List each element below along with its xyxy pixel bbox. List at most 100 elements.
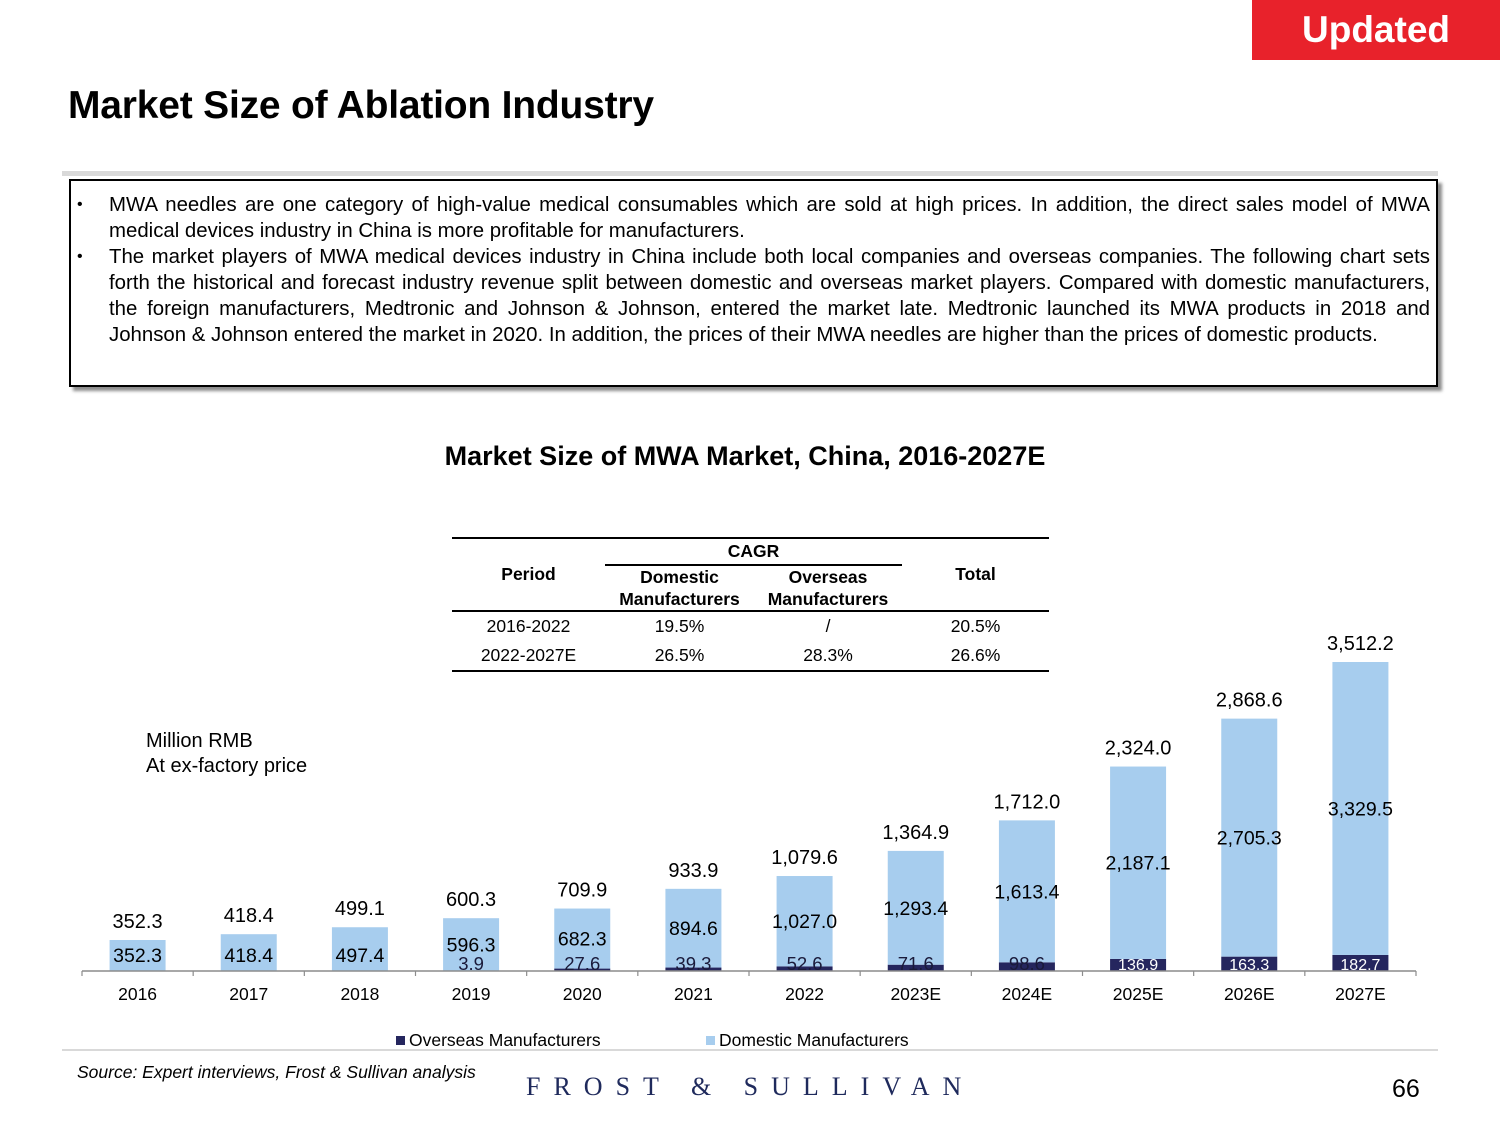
total-label: 600.3 [446,889,496,911]
updated-badge: Updated [1252,0,1500,60]
bar-domestic-2019 [443,918,500,971]
total-label: 1,364.9 [882,822,949,844]
bar-domestic-2016 [109,940,166,971]
legend-label: Overseas Manufacturers [409,1030,601,1050]
x-tick-label: 2023E [890,984,941,1004]
data-label-domestic: 1,027.0 [772,911,837,933]
data-label-domestic: 352.3 [113,945,162,967]
period-header: Period [452,537,605,612]
bar-domestic-2025E [1110,766,1167,959]
legend-item-overseas: Overseas Manufacturers [396,1030,601,1051]
data-label-overseas: 71.6 [898,953,934,974]
bullet-text: The market players of MWA medical device… [109,246,1430,346]
x-tick-label: 2024E [1002,984,1053,1004]
data-label-domestic: 497.4 [336,945,385,967]
table-cell: 19.5% [654,616,705,636]
data-label-overseas: 52.6 [787,953,823,974]
bar-overseas-2023E [887,964,944,971]
x-tick-label: 2027E [1335,984,1386,1004]
bar-domestic-2021 [665,888,722,968]
bar-domestic-2020 [554,908,611,969]
data-label-domestic: 682.3 [558,929,607,951]
data-label-overseas: 98.6 [1009,953,1045,974]
bar-domestic-2024E [998,820,1055,963]
table-cell: 2022-2027E [452,641,605,672]
x-tick-label: 2019 [452,984,491,1004]
page-title: Market Size of Ablation Industry [68,84,654,127]
total-label: 2,868.6 [1216,690,1283,712]
title-divider [62,171,1438,176]
total-label: 2,324.0 [1105,738,1172,760]
domestic-header: Domestic Manufacturers [605,565,754,612]
table-cell: 2016-2022 [486,616,571,636]
data-label-domestic: 596.3 [447,934,496,956]
total-label: 933.9 [668,860,718,882]
data-label-domestic: 1,293.4 [883,898,948,920]
data-label-overseas: 182.7 [1340,957,1380,974]
data-label-overseas: 27.6 [564,953,600,974]
data-label-domestic: 1,613.4 [994,881,1059,903]
bar-overseas-2027E [1332,954,1389,971]
bar-overseas-2022 [776,966,833,971]
total-label: 709.9 [557,880,607,902]
table-cell: 28.3% [754,641,902,672]
total-label: 3,512.2 [1327,633,1394,655]
data-label-overseas: 39.3 [675,953,711,974]
bar-overseas-2024E [998,962,1055,971]
bullet-item: • The market players of MWA medical devic… [71,244,1430,348]
unit-line: At ex-factory price [146,755,308,777]
footer-divider [62,1049,1438,1051]
bar-domestic-2018 [331,927,388,971]
unit-line: Million RMB [146,730,253,752]
page-number: 66 [1392,1075,1420,1103]
total-label: 352.3 [113,911,163,933]
legend-label: Domestic Manufacturers [719,1030,909,1050]
bar-overseas-2021 [665,967,722,971]
overseas-header: Overseas Manufacturers [754,565,902,612]
summary-box: • MWA needles are one category of high-va… [69,179,1438,387]
data-label-overseas: 136.9 [1118,957,1158,974]
bullet-dot: • [77,248,83,265]
table-cell: 26.5% [605,641,754,672]
data-label-domestic: 3,329.5 [1328,798,1393,820]
cagr-header: CAGR [605,537,902,566]
legend-swatch [396,1036,405,1045]
chart-title: Market Size of MWA Market, China, 2016-2… [444,441,1046,471]
data-label-domestic: 2,705.3 [1217,828,1282,850]
bar-overseas-2020 [554,968,611,971]
x-tick-label: 2026E [1224,984,1275,1004]
legend-item-domestic: Domestic Manufacturers [706,1030,909,1051]
data-label-domestic: 418.4 [224,945,273,967]
table-row: 2022-2027E 26.5% 28.3% 26.6% [452,641,1049,672]
data-label-overseas: 3.9 [458,953,484,974]
x-tick-label: 2017 [229,984,268,1004]
table-cell: 26.6% [902,641,1049,672]
unit-label: Million RMB At ex-factory price [146,729,307,779]
table-row: 2016-2022 19.5% / 20.5% [452,611,1049,641]
table-cell: 20.5% [950,616,1001,636]
x-tick-label: 2022 [785,984,824,1004]
bar-domestic-2022 [776,876,833,967]
bullet-dot: • [77,196,83,213]
bar-domestic-2017 [220,934,277,971]
bar-domestic-2026E [1221,718,1278,957]
total-label: 418.4 [224,905,274,927]
bar-domestic-2023E [887,850,944,965]
data-label-overseas: 163.3 [1229,957,1269,974]
bullet-item: • MWA needles are one category of high-va… [71,192,1430,244]
x-tick-label: 2018 [340,984,379,1004]
data-label-domestic: 894.6 [669,918,718,940]
total-label: 499.1 [335,898,385,920]
source-note: Source: Expert interviews, Frost & Sulli… [77,1062,476,1082]
cagr-table: Period CAGR Total Domestic Manufacturers … [452,537,1049,672]
x-tick-label: 2016 [118,984,157,1004]
x-tick-label: 2025E [1113,984,1164,1004]
bar-overseas-2026E [1221,956,1278,971]
bar-domestic-2027E [1332,662,1389,955]
data-label-domestic: 2,187.1 [1106,853,1171,875]
total-label: 1,712.0 [994,791,1061,813]
total-label: 1,079.6 [771,847,838,869]
frost-sullivan-logo: FROST & SULLIVAN [526,1072,975,1101]
bullet-text: MWA needles are one category of high-val… [109,194,1430,242]
